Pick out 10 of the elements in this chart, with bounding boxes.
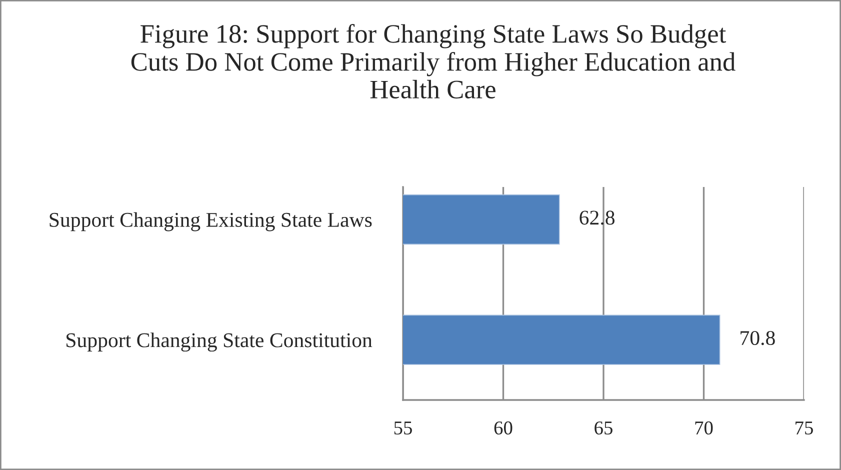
y-tick-label: Support Changing Existing State Laws — [50, 212, 372, 232]
chart-title: Figure 18: Support for Changing State Laws So Budget Cuts Do Not Come Primarily from Higher Education and Health Care — [131, 24, 736, 98]
y-tick-label: Support Changing State Constitution — [66, 332, 372, 352]
data-label: 70.8 — [740, 330, 775, 346]
x-tick-label: 70 — [695, 421, 713, 435]
x-tick-label: 75 — [796, 422, 813, 435]
data-label: 62.8 — [580, 210, 614, 225]
x-tick-label: 60 — [494, 421, 512, 435]
x-tick-label: 55 — [394, 422, 412, 435]
x-tick-label: 65 — [594, 421, 612, 435]
